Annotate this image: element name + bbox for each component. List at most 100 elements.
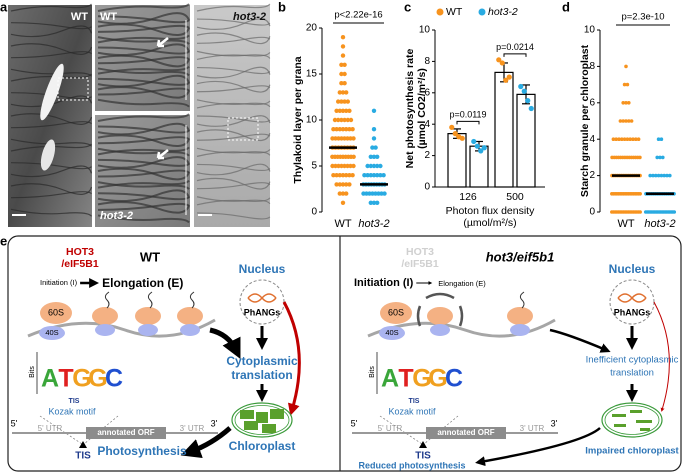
data-point [621, 101, 625, 105]
data-point [525, 98, 531, 104]
ribosome-large [427, 307, 453, 325]
data-point [518, 83, 524, 90]
data-point [378, 173, 383, 178]
membrane [97, 23, 190, 36]
membrane [97, 179, 190, 189]
ribosome-large [177, 307, 203, 325]
data-point [334, 127, 339, 132]
data-point [371, 136, 377, 141]
membrane [10, 143, 92, 152]
ribosome-small [180, 324, 200, 336]
micrograph-panel: WT WT hot3-2 hot3-2 [8, 3, 271, 227]
ribosome-small [39, 326, 65, 340]
condition-title: WT [140, 249, 160, 264]
data-point [339, 117, 344, 123]
membrane [196, 66, 271, 79]
thylakoid [256, 412, 268, 423]
data-point [648, 173, 652, 178]
x-tick-label: hot3-2 [358, 218, 389, 230]
membrane [97, 56, 190, 65]
data-point [344, 127, 349, 132]
logo-letter: T [58, 365, 73, 393]
data-point [624, 64, 628, 69]
tis-label: TIS [415, 451, 431, 462]
y-tick-label: 6 [424, 87, 430, 98]
initiation-label: Initiation (I) [354, 277, 414, 289]
data-point [371, 127, 377, 132]
x-tick-label: 126 [459, 191, 477, 203]
membrane [196, 115, 271, 127]
y-tick-label: 10 [584, 25, 596, 36]
panel-letter: d [562, 0, 570, 14]
membrane [97, 86, 190, 99]
membrane [97, 113, 190, 122]
data-point [342, 71, 347, 77]
membrane [97, 189, 190, 203]
data-point [351, 136, 356, 141]
data-point [344, 108, 349, 114]
data-point [506, 74, 512, 80]
data-point [339, 81, 344, 86]
data-point [350, 173, 355, 178]
inset-box [57, 77, 89, 101]
data-point [668, 173, 672, 178]
membrane [10, 73, 92, 82]
micrograph-label: WT [100, 11, 117, 23]
data-point [617, 137, 621, 141]
membrane [196, 133, 271, 141]
y-tick-label: 10 [419, 25, 431, 36]
data-point [611, 137, 616, 141]
membrane [196, 36, 271, 44]
membrane [97, 146, 190, 156]
motif-label: Kozak motif [48, 406, 96, 416]
data-point [381, 173, 386, 178]
data-point [342, 62, 347, 67]
p-value: p<2.22e-16 [334, 10, 382, 21]
utr-label: 5' UTR [38, 424, 63, 433]
data-point [340, 127, 346, 132]
membrane [196, 163, 271, 176]
data-point [474, 143, 480, 149]
membrane [97, 169, 190, 178]
legend-label: hot3-2 [488, 6, 518, 18]
translation-label: translation [231, 368, 292, 382]
data-point [373, 145, 378, 150]
y-axis-label: Starch granule per chloroplast [579, 44, 591, 197]
data-point [659, 173, 664, 178]
data-point [344, 182, 349, 187]
dna [247, 293, 277, 303]
data-point [340, 53, 346, 58]
data-point [499, 60, 505, 66]
data-point [622, 137, 627, 141]
data-point [370, 145, 375, 150]
data-point [651, 173, 655, 178]
data-point [656, 173, 661, 178]
protein-label: /eIF5B1 [61, 258, 99, 270]
data-point [340, 90, 346, 95]
utr-label: 5' UTR [378, 424, 403, 433]
nucleus [609, 279, 655, 325]
translation-label: Inefficient cytoplasmic [586, 355, 679, 366]
y-tick-label: 4 [424, 119, 430, 130]
membrane [97, 34, 190, 44]
thylakoid [270, 409, 284, 419]
data-point [347, 127, 352, 132]
orf-box [86, 427, 166, 439]
data-point [478, 148, 484, 154]
condition-title: hot3/eif5b1 [486, 249, 555, 264]
y-tick-label: 0 [589, 207, 595, 218]
data-point [342, 117, 347, 123]
y-tick-label: 8 [589, 61, 595, 72]
arrow [475, 427, 601, 467]
data-point [452, 131, 458, 137]
y-tick-label: 20 [306, 23, 318, 34]
membrane [97, 15, 190, 24]
data-point [340, 44, 346, 49]
data-point [365, 163, 370, 169]
elongation-label: Elongation (E) [102, 276, 183, 290]
y-axis-label: Thylakoid layer per grana [292, 56, 304, 183]
micrograph-label: hot3-2 [233, 11, 266, 23]
data-point [614, 137, 618, 141]
